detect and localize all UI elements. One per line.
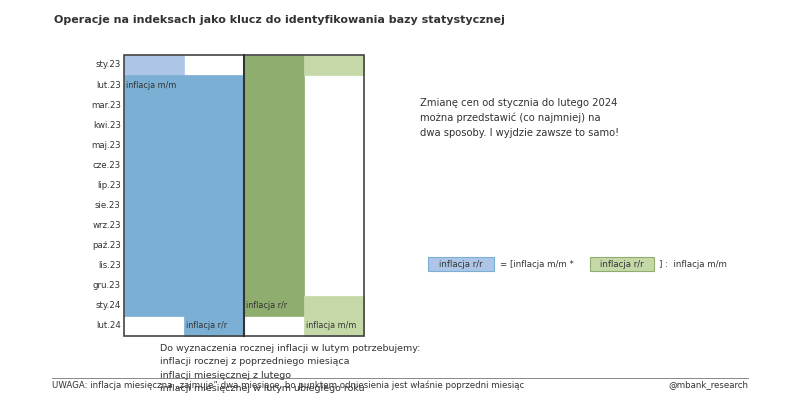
Text: maj.23: maj.23 — [91, 141, 121, 150]
Text: inflacja r/r: inflacja r/r — [246, 301, 287, 310]
Bar — [244, 115, 304, 135]
Bar — [124, 256, 184, 276]
Text: kwi.23: kwi.23 — [93, 120, 121, 130]
Bar — [428, 257, 494, 271]
Bar — [124, 75, 184, 95]
Bar — [184, 195, 244, 215]
Text: sty.24: sty.24 — [95, 301, 121, 310]
Text: lis.23: lis.23 — [98, 261, 121, 270]
Bar — [124, 276, 184, 295]
Bar — [124, 55, 184, 75]
Bar — [184, 75, 244, 95]
Bar — [124, 55, 364, 336]
Bar — [124, 215, 184, 236]
Text: inflacja r/r: inflacja r/r — [186, 321, 227, 330]
Bar — [184, 316, 244, 336]
Text: sty.23: sty.23 — [95, 61, 121, 70]
Text: inflacji rocznej z poprzedniego miesiąca: inflacji rocznej z poprzedniego miesiąca — [160, 357, 350, 366]
Bar — [244, 75, 304, 95]
Bar — [184, 236, 244, 256]
Bar — [124, 236, 184, 256]
Bar — [184, 256, 244, 276]
Text: ] :  inflacja m/m: ] : inflacja m/m — [659, 260, 727, 269]
Bar — [244, 155, 304, 175]
Bar — [244, 215, 304, 236]
Bar — [124, 115, 184, 135]
Text: inflacja m/m: inflacja m/m — [306, 321, 357, 330]
Bar — [124, 175, 184, 195]
Text: Zmianę cen od stycznia do lutego 2024
można przedstawić (co najmniej) na
dwa spo: Zmianę cen od stycznia do lutego 2024 mo… — [420, 98, 619, 138]
Bar — [184, 95, 244, 115]
Bar — [244, 175, 304, 195]
Bar — [184, 276, 244, 295]
Text: sie.23: sie.23 — [95, 201, 121, 210]
Bar — [124, 155, 184, 175]
Bar — [184, 155, 244, 175]
Bar — [184, 175, 244, 195]
Text: inflacja r/r: inflacja r/r — [600, 260, 643, 269]
Text: wrz.23: wrz.23 — [92, 221, 121, 230]
Bar — [590, 257, 654, 271]
Bar — [244, 95, 304, 115]
Bar — [184, 135, 244, 155]
Text: lut.23: lut.23 — [96, 81, 121, 90]
Bar — [184, 115, 244, 135]
Bar — [124, 295, 184, 316]
Bar — [244, 135, 304, 155]
Bar — [184, 215, 244, 236]
Text: inflacji miesięcznej w lutym ubiegłego roku: inflacji miesięcznej w lutym ubiegłego r… — [160, 384, 365, 393]
Bar — [124, 95, 184, 115]
Bar — [244, 236, 304, 256]
Text: UWAGA: inflacja miesięczna „zajmuje” dwa miesiące, bo punktem odniesienia jest w: UWAGA: inflacja miesięczna „zajmuje” dwa… — [52, 380, 524, 390]
Text: inflacji miesięcznej z lutego: inflacji miesięcznej z lutego — [160, 371, 291, 380]
Text: inflacja r/r: inflacja r/r — [439, 260, 483, 269]
Text: mar.23: mar.23 — [91, 101, 121, 109]
Text: cze.23: cze.23 — [93, 161, 121, 170]
Bar — [244, 295, 304, 316]
Text: lut.24: lut.24 — [96, 321, 121, 330]
Bar — [304, 55, 364, 75]
Bar — [304, 295, 364, 316]
Text: lip.23: lip.23 — [97, 181, 121, 190]
Text: Operacje na indeksach jako klucz do identyfikowania bazy statystycznej: Operacje na indeksach jako klucz do iden… — [54, 15, 506, 26]
Bar — [184, 295, 244, 316]
Bar — [244, 55, 304, 75]
Text: gru.23: gru.23 — [93, 281, 121, 290]
Text: Do wyznaczenia rocznej inflacji w lutym potrzebujemy:: Do wyznaczenia rocznej inflacji w lutym … — [160, 344, 420, 353]
Text: = [inflacja m/m *: = [inflacja m/m * — [500, 260, 574, 269]
Bar — [244, 256, 304, 276]
Bar — [124, 135, 184, 155]
Bar — [244, 195, 304, 215]
Bar — [124, 195, 184, 215]
Text: @mbank_research: @mbank_research — [668, 381, 748, 389]
Text: inflacja m/m: inflacja m/m — [126, 81, 177, 90]
Bar — [244, 276, 304, 295]
Bar — [304, 316, 364, 336]
Text: paź.23: paź.23 — [92, 241, 121, 250]
